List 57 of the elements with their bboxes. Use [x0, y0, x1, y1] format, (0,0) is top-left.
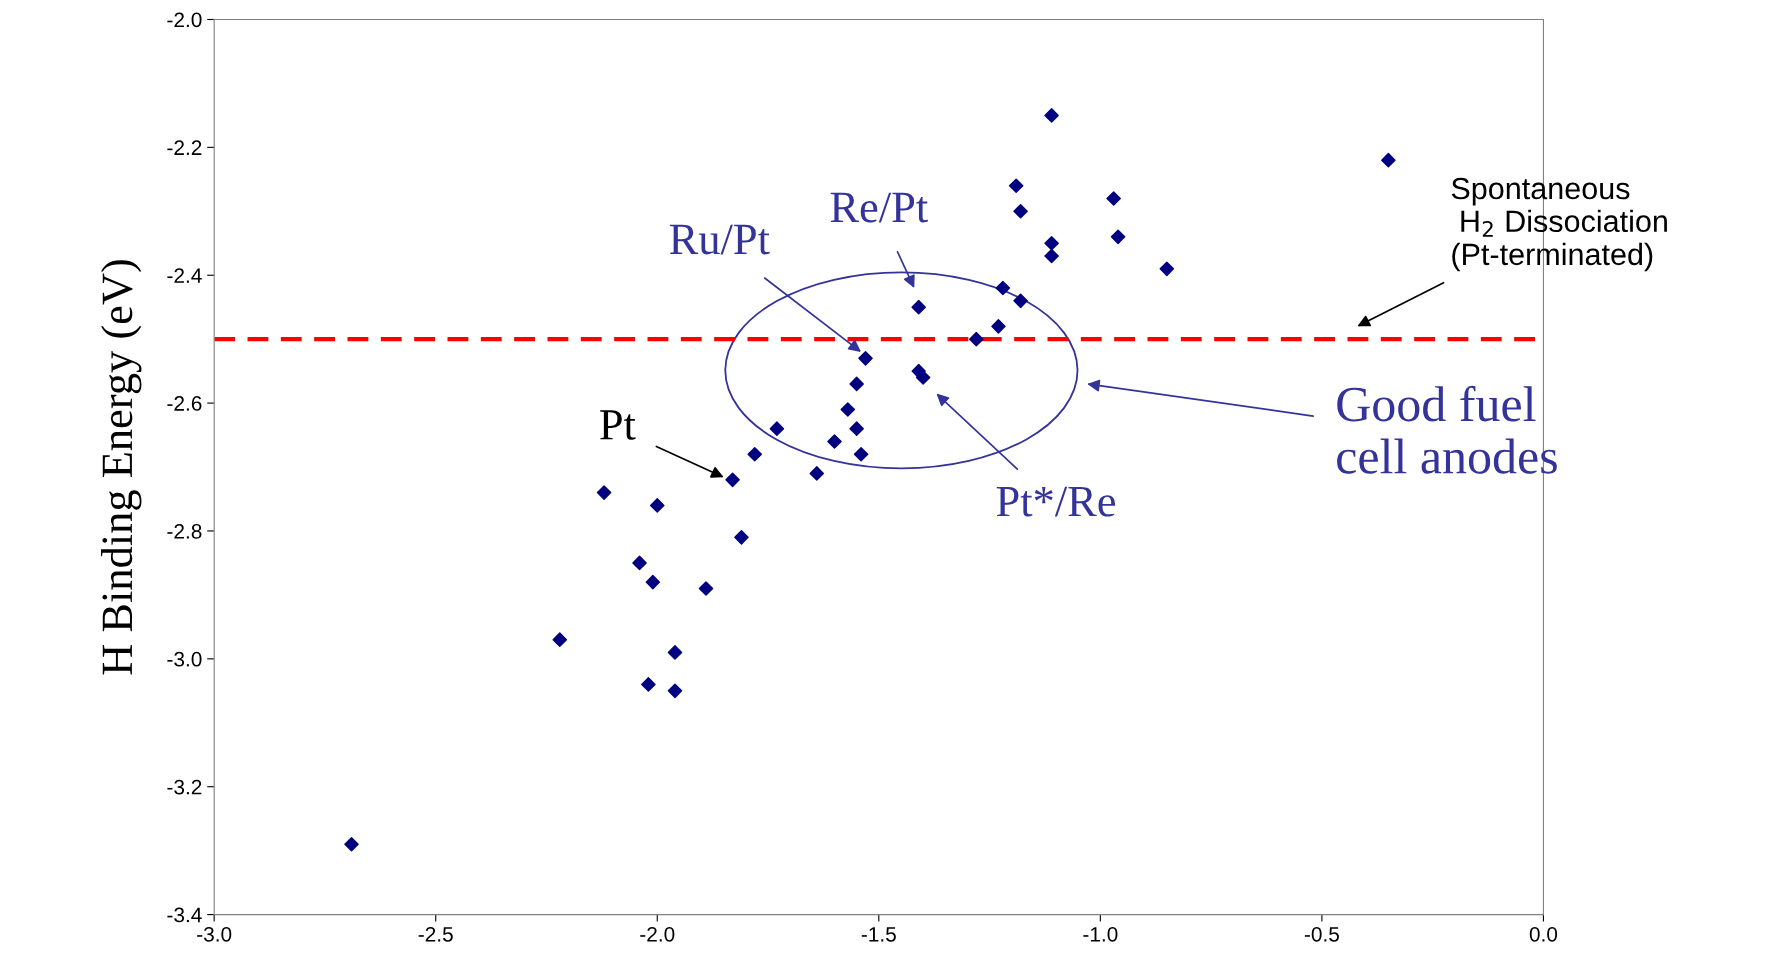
point [840, 402, 856, 417]
point [827, 434, 842, 449]
y-tick-label: -3.2 [167, 779, 202, 795]
point [915, 370, 931, 385]
point [1044, 235, 1059, 251]
point [344, 836, 359, 852]
point [552, 632, 568, 647]
point [632, 555, 647, 571]
point [1159, 261, 1175, 277]
annotation: Re/Pt [830, 192, 928, 223]
x-tick-label: -1.5 [861, 927, 896, 942]
point [853, 446, 869, 462]
y-tick-label: -2.0 [167, 12, 202, 28]
point [769, 421, 785, 436]
point [1013, 204, 1028, 219]
point [809, 466, 825, 481]
point [698, 581, 714, 596]
annotation: Pt*/Re [996, 486, 1116, 517]
point [1044, 108, 1059, 123]
point [667, 683, 683, 699]
point [734, 530, 749, 545]
point [645, 574, 661, 590]
annotation: Spontaneous H$_{2}$ Dissociation (Pt-terminated) [1451, 177, 1667, 272]
point [911, 299, 926, 315]
x-tick-label: -3.0 [197, 926, 232, 942]
point [747, 446, 763, 462]
y-tick-label: -2.6 [167, 396, 202, 411]
annotation: Pt [600, 410, 636, 440]
y-tick-label: -2.4 [167, 268, 202, 283]
point [596, 485, 612, 500]
y-axis-title: H Binding Energy (eV) [101, 260, 142, 675]
point [725, 472, 740, 488]
point [995, 280, 1011, 296]
y-tick-label: -3.4 [167, 907, 202, 923]
annotation: Ru/Pt [669, 224, 770, 255]
point [641, 677, 656, 692]
point [969, 331, 984, 347]
y-tick-label: -2.8 [167, 523, 202, 539]
point [991, 319, 1006, 334]
x-tick-label: -0.5 [1304, 926, 1339, 942]
x-tick-label: 0.0 [1529, 926, 1558, 942]
x-tick-label: -2.0 [640, 926, 675, 942]
point [1044, 248, 1059, 264]
x-tick-label: -1.0 [1083, 926, 1118, 942]
point [849, 421, 864, 436]
point [849, 376, 864, 392]
y-tick-label: -3.0 [167, 651, 202, 667]
point [1008, 178, 1024, 193]
point [1381, 152, 1396, 168]
y-tick-label: -2.2 [167, 140, 202, 155]
point [1106, 191, 1121, 206]
point [1013, 293, 1028, 309]
x-tick-label: -2.5 [418, 926, 453, 942]
point [1110, 229, 1126, 245]
point [667, 645, 683, 660]
point [858, 351, 873, 366]
point [649, 498, 665, 513]
